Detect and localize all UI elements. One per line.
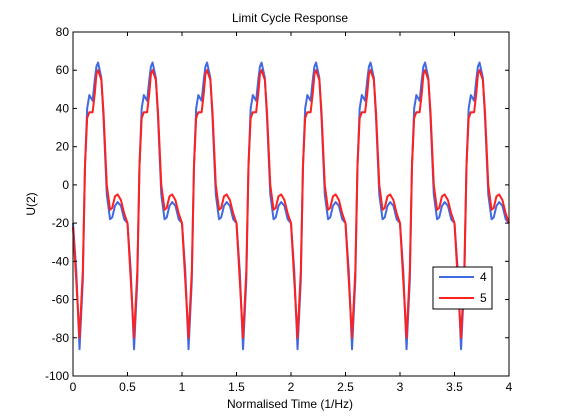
y-axis-title: U(2) <box>24 192 38 215</box>
x-tick-label: 4 <box>506 380 513 394</box>
legend-label-series-4: 4 <box>480 270 487 284</box>
x-tick-label: 2 <box>288 380 295 394</box>
y-tick-label: -60 <box>52 293 70 307</box>
x-tick-label: 3.5 <box>446 380 463 394</box>
x-tick-label: 0.5 <box>119 380 136 394</box>
plot-border <box>72 31 510 377</box>
series-line-5 <box>72 69 510 339</box>
x-tick-label: 1.5 <box>228 380 245 394</box>
y-tick-label: 20 <box>56 140 70 154</box>
legend-box <box>432 266 493 310</box>
y-tick-label: -80 <box>52 331 70 345</box>
chart-title: Limit Cycle Response <box>232 11 348 25</box>
y-tick-label: 60 <box>56 63 70 77</box>
x-tick-label: 1 <box>179 380 186 394</box>
x-axis-title: Normalised Time (1/Hz) <box>227 397 353 411</box>
y-tick-label: -40 <box>52 254 70 268</box>
y-tick-label: -100 <box>45 369 69 383</box>
y-tick-label: 80 <box>56 25 70 39</box>
legend-label-series-5: 5 <box>480 291 487 305</box>
series-layer <box>72 61 510 351</box>
tick-layer: 0 0.5 1 1.5 2 2.5 3 3.5 4 -100 -80 -60 -40 -20 0 20 40 60… <box>45 25 513 394</box>
x-tick-label: 0 <box>70 380 77 394</box>
x-tick-label: 3 <box>397 380 404 394</box>
y-tick-label: 40 <box>56 101 70 115</box>
y-tick-label: -20 <box>52 216 70 230</box>
legend: 4 5 <box>432 266 493 310</box>
x-tick-label: 2.5 <box>337 380 354 394</box>
y-tick-label: 0 <box>62 178 69 192</box>
